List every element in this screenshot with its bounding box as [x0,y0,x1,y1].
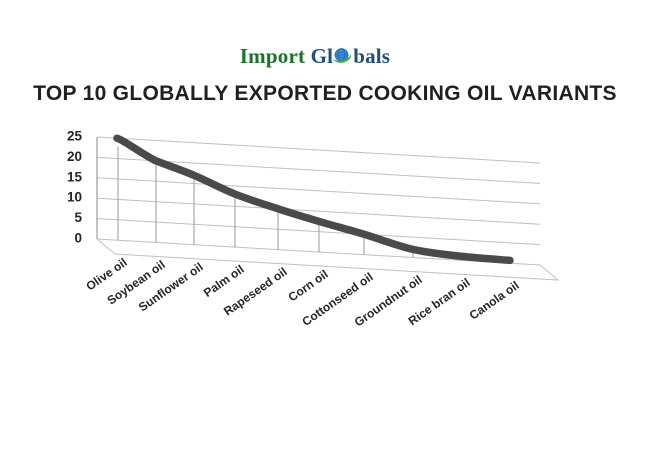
svg-text:Corn oil: Corn oil [286,267,331,304]
svg-text:5: 5 [74,210,82,225]
svg-text:10: 10 [67,190,82,205]
svg-text:20: 20 [67,149,82,164]
svg-text:25: 25 [67,129,83,144]
svg-text:15: 15 [67,169,83,184]
svg-text:0: 0 [74,231,82,246]
svg-text:Canola oil: Canola oil [467,278,522,322]
